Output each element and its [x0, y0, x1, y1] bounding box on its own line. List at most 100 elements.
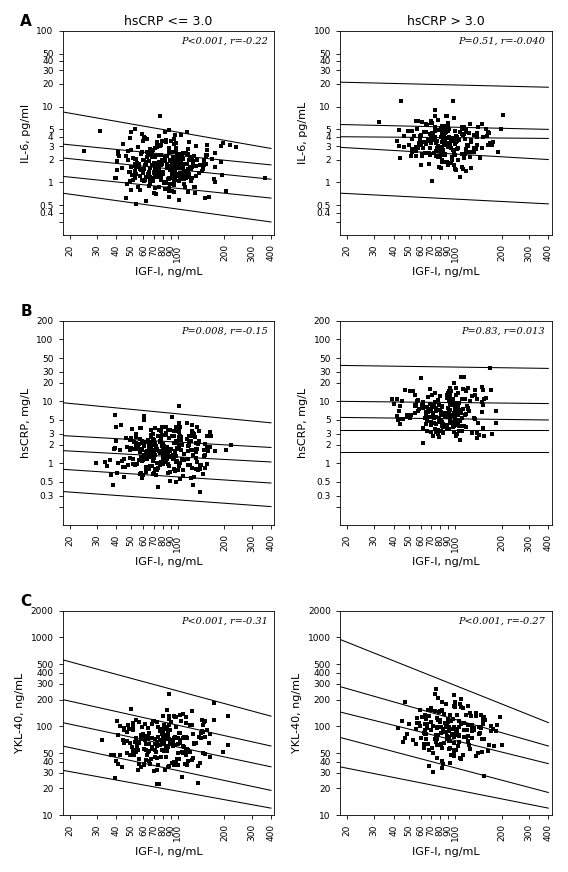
- Point: [442, 716, 452, 730]
- Point: [195, 166, 204, 180]
- Point: [415, 136, 424, 150]
- Point: [467, 426, 476, 440]
- Point: [114, 146, 123, 160]
- Point: [450, 376, 459, 390]
- Point: [195, 433, 204, 447]
- Point: [134, 753, 143, 766]
- Point: [164, 182, 173, 196]
- Point: [164, 444, 173, 458]
- Point: [153, 758, 162, 772]
- Point: [148, 717, 157, 731]
- Point: [477, 708, 486, 722]
- Point: [142, 462, 151, 476]
- Point: [453, 726, 462, 739]
- Point: [197, 731, 206, 745]
- Point: [135, 736, 144, 750]
- Point: [461, 731, 470, 745]
- Point: [145, 753, 154, 767]
- Point: [413, 141, 422, 155]
- Point: [477, 732, 486, 746]
- Point: [428, 765, 437, 779]
- Point: [421, 411, 430, 425]
- Point: [126, 433, 135, 447]
- Point: [190, 737, 199, 751]
- Point: [161, 135, 170, 149]
- Point: [452, 135, 461, 149]
- Point: [261, 171, 270, 185]
- Point: [470, 128, 479, 142]
- Point: [145, 447, 154, 461]
- Point: [130, 458, 139, 472]
- Point: [174, 152, 183, 166]
- Point: [164, 190, 173, 204]
- Point: [478, 395, 487, 409]
- Point: [80, 144, 89, 158]
- Point: [410, 128, 419, 142]
- Point: [157, 171, 166, 185]
- Point: [170, 167, 179, 181]
- Point: [176, 166, 185, 180]
- Point: [178, 469, 187, 483]
- Point: [184, 167, 193, 181]
- Point: [444, 406, 453, 420]
- Point: [455, 752, 464, 766]
- Point: [461, 132, 470, 146]
- Point: [460, 407, 469, 421]
- Point: [137, 732, 146, 746]
- Point: [430, 395, 439, 409]
- Point: [172, 158, 181, 172]
- Point: [146, 170, 155, 184]
- Point: [144, 450, 153, 464]
- Point: [173, 441, 182, 455]
- Point: [172, 149, 181, 163]
- Point: [156, 174, 165, 187]
- Point: [474, 119, 483, 133]
- Point: [137, 127, 147, 141]
- Point: [137, 452, 147, 466]
- Point: [136, 433, 145, 446]
- Point: [145, 166, 154, 180]
- Point: [156, 732, 165, 746]
- Point: [433, 403, 442, 417]
- Point: [151, 750, 160, 764]
- Point: [174, 746, 183, 760]
- Point: [164, 759, 173, 773]
- Point: [179, 172, 189, 186]
- Point: [226, 439, 235, 453]
- Point: [447, 728, 456, 742]
- Point: [440, 133, 449, 147]
- Point: [162, 426, 171, 440]
- Point: [106, 748, 115, 762]
- Point: [112, 434, 121, 448]
- Point: [185, 428, 194, 442]
- Point: [450, 410, 460, 424]
- Point: [415, 716, 424, 730]
- Point: [440, 148, 449, 162]
- Point: [177, 770, 186, 784]
- Point: [145, 757, 154, 771]
- Point: [440, 147, 449, 161]
- Point: [467, 135, 476, 149]
- Point: [446, 133, 456, 147]
- Point: [451, 402, 460, 416]
- Point: [173, 737, 182, 751]
- Point: [158, 709, 168, 723]
- Point: [421, 717, 430, 731]
- Point: [174, 758, 183, 772]
- Point: [140, 162, 149, 176]
- Point: [466, 150, 475, 164]
- Point: [136, 421, 145, 435]
- Point: [449, 698, 458, 712]
- Point: [183, 162, 193, 176]
- Point: [147, 146, 156, 160]
- Point: [435, 123, 444, 137]
- Point: [160, 176, 169, 190]
- Point: [428, 406, 437, 420]
- Point: [404, 717, 413, 731]
- Point: [126, 702, 135, 716]
- Point: [444, 124, 453, 138]
- X-axis label: IGF-I, ng/mL: IGF-I, ng/mL: [135, 557, 202, 567]
- Point: [178, 157, 187, 171]
- Point: [401, 732, 410, 746]
- Point: [400, 383, 409, 397]
